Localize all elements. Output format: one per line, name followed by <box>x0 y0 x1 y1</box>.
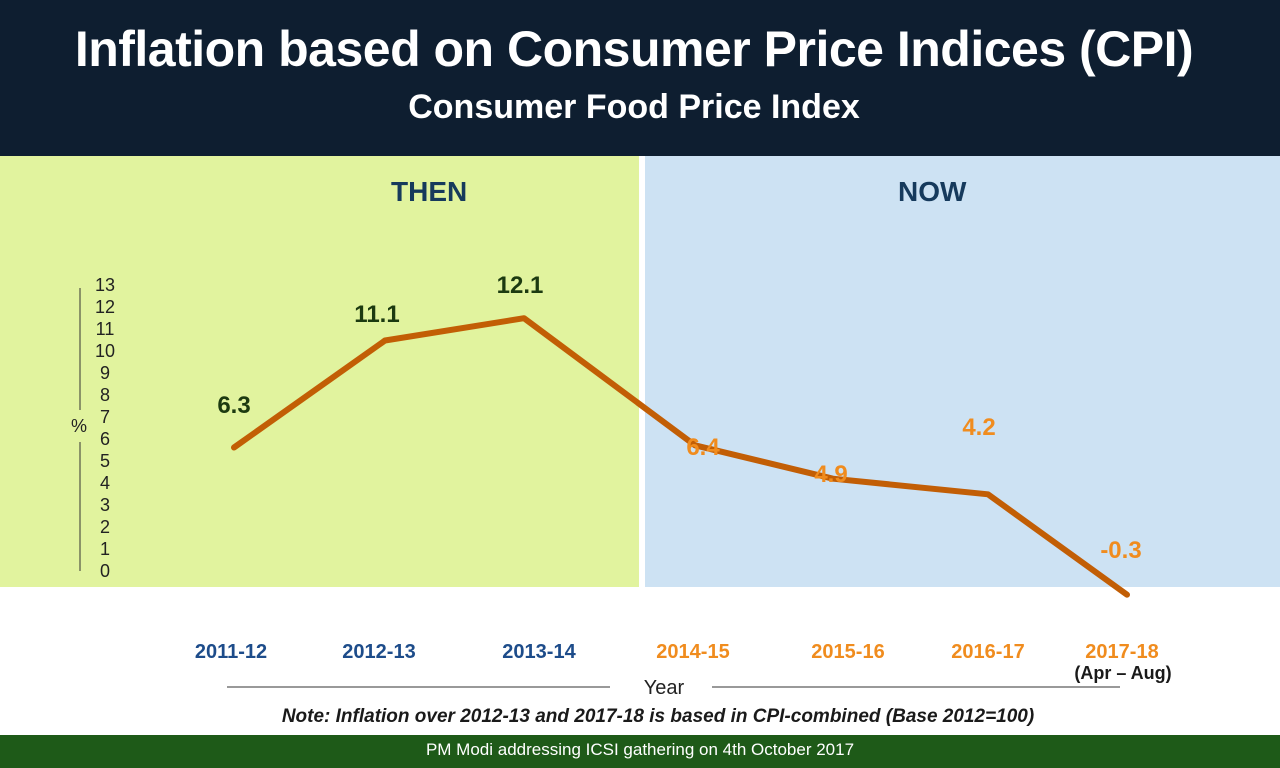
y-tick-label: 4 <box>100 473 110 493</box>
x-tick-2017-18: 2017-18 <box>1085 641 1158 663</box>
x-tick-2011-12: 2011-12 <box>195 641 267 663</box>
y-tick-label: 3 <box>100 495 110 515</box>
then-label: THEN <box>391 176 468 207</box>
x-tick-2016-17: 2016-17 <box>951 641 1024 663</box>
y-axis-label: % <box>71 416 87 436</box>
y-tick-label: 12 <box>95 297 115 317</box>
x-axis-label: Year <box>644 677 685 699</box>
y-tick-label: 9 <box>100 363 110 383</box>
x-tick-sublabel: (Apr – Aug) <box>1074 663 1171 683</box>
cfpi-series-line <box>231 315 1130 598</box>
data-label-2014-15: 6.4 <box>686 434 720 461</box>
y-tick-label: 10 <box>95 341 115 361</box>
x-tick-2013-14: 2013-14 <box>502 641 576 663</box>
then-panel <box>0 156 639 587</box>
now-panel <box>645 156 1280 587</box>
data-label-2016-17: 4.2 <box>962 414 995 441</box>
data-label-2011-12: 6.3 <box>217 392 250 419</box>
x-tick-2012-13: 2012-13 <box>342 641 415 663</box>
y-tick-label: 11 <box>96 319 115 339</box>
x-tick-2014-15: 2014-15 <box>656 641 729 663</box>
data-label-2012-13: 11.1 <box>354 301 399 328</box>
source-footer: PM Modi addressing ICSI gathering on 4th… <box>0 735 1280 768</box>
y-tick-label: 2 <box>100 517 110 537</box>
data-label-2013-14: 12.1 <box>497 272 544 299</box>
x-tick-2015-16: 2015-16 <box>811 641 884 663</box>
y-tick-label: 6 <box>100 429 110 449</box>
header-banner: Inflation based on Consumer Price Indice… <box>0 0 1280 156</box>
data-label-2015-16: 4.9 <box>814 461 847 488</box>
y-tick-label: 13 <box>95 275 115 295</box>
y-tick-label: 1 <box>100 539 110 559</box>
chart-title: Inflation based on Consumer Price Indice… <box>74 21 1194 77</box>
chart-subtitle: Consumer Food Price Index <box>408 88 860 126</box>
y-tick-label: 0 <box>100 561 110 581</box>
y-tick-label: 8 <box>100 385 110 405</box>
now-label: NOW <box>898 176 967 207</box>
x-ticks: 2011-12 2012-13 2013-14 2014-15 2015-16 2016-… <box>195 641 1172 683</box>
y-tick-label: 5 <box>100 451 110 471</box>
data-label-2017-18: -0.3 <box>1100 537 1141 564</box>
data-labels: 6.3 11.1 12.1 6.4 4.9 4.2 -0.3 <box>217 272 1141 564</box>
y-tick-label: 7 <box>100 407 110 427</box>
footnote: Note: Inflation over 2012-13 and 2017-18… <box>281 706 1035 727</box>
